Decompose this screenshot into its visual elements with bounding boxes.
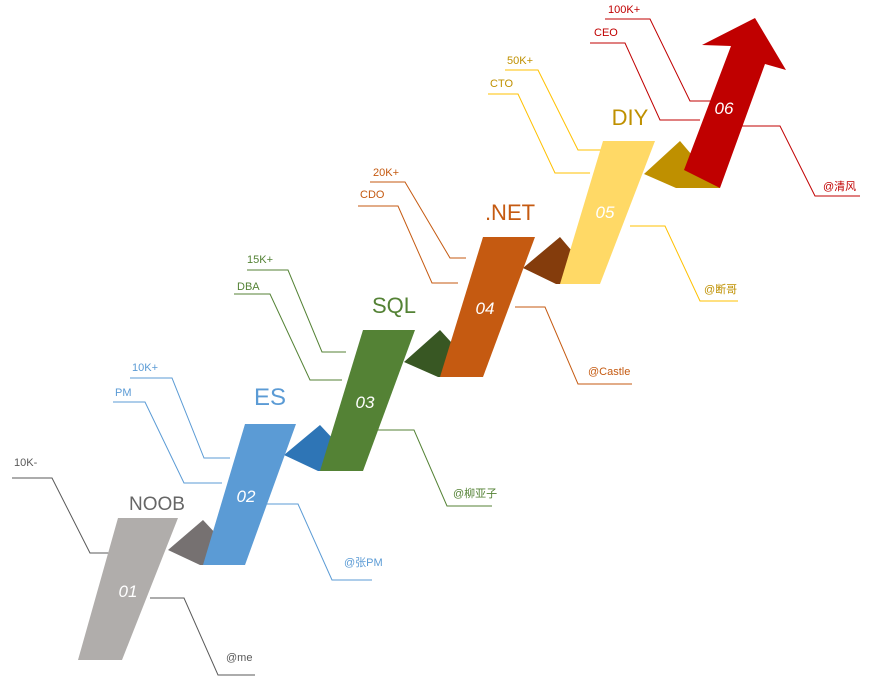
- step-06-role: CEO: [594, 27, 618, 39]
- step-04-salary: 20K+: [373, 167, 399, 179]
- step-03-author: @柳亚子: [453, 486, 497, 500]
- leader-03-salary: [247, 269, 346, 353]
- step-03-number: 03: [356, 393, 375, 412]
- step-04-role: CDO: [360, 189, 385, 201]
- leader-01-salary: [12, 477, 125, 554]
- step-06-author: @清风: [823, 180, 856, 193]
- leader-01-author: [150, 597, 255, 676]
- step-06-salary: 100K+: [608, 4, 640, 16]
- step-05-number: 05: [596, 203, 615, 222]
- step-04-face: [440, 237, 535, 377]
- step-01-face: [78, 518, 178, 660]
- step-05-face: [560, 141, 655, 284]
- step-05-salary: 50K+: [507, 55, 533, 67]
- step-03-role: DBA: [237, 281, 260, 293]
- step-06-arrow: [684, 18, 786, 188]
- step-02-author: @张PM: [344, 556, 383, 569]
- step-02-salary: 10K+: [132, 362, 158, 374]
- step-04-author: @Castle: [588, 366, 630, 378]
- leader-02-salary: [130, 377, 230, 459]
- step-01-author: @me: [226, 652, 252, 664]
- leader-05-salary: [505, 69, 608, 151]
- leader-06-role: [590, 42, 700, 121]
- step-04-number: 04: [476, 299, 495, 318]
- step-06-number: 06: [715, 99, 734, 118]
- leader-06-salary: [605, 18, 718, 102]
- step-03-salary: 15K+: [247, 254, 273, 266]
- step-05-title: DIY: [612, 105, 649, 130]
- step-02-number: 02: [237, 487, 256, 506]
- leader-04-role: [358, 205, 458, 284]
- step-03-face: [320, 330, 415, 471]
- leader-05-author: [630, 225, 738, 302]
- leader-06-author: [742, 125, 860, 197]
- leader-04-author: [515, 306, 632, 385]
- step-03-title: SQL: [372, 293, 416, 318]
- leader-04-salary: [370, 181, 466, 259]
- leader-02-author: [258, 503, 372, 581]
- leader-05-role: [488, 93, 590, 174]
- step-01-number: 01: [119, 582, 138, 601]
- step-02-title: ES: [254, 384, 286, 411]
- step-02-role: PM: [115, 387, 132, 399]
- step-02-face: [203, 424, 296, 565]
- leader-03-author: [378, 429, 492, 507]
- leader-02-role: [113, 401, 222, 484]
- leader-03-role: [234, 293, 342, 381]
- step-01-title: NOOB: [129, 494, 185, 515]
- step-01-salary: 10K-: [14, 457, 38, 469]
- step-05-role: CTO: [490, 78, 513, 90]
- step-05-author: @断哥: [704, 282, 737, 296]
- step-04-title: .NET: [485, 200, 535, 225]
